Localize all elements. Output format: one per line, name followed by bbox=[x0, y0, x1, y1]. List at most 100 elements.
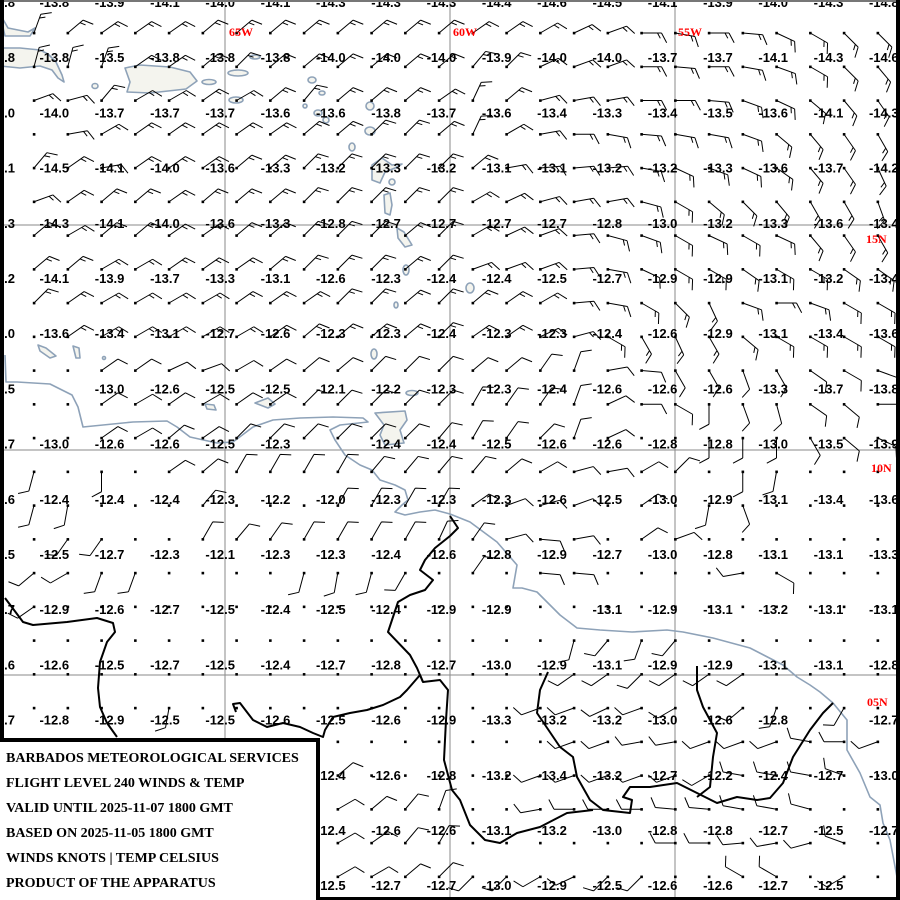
wind-barb bbox=[437, 153, 464, 170]
calm-station-dot bbox=[809, 571, 812, 575]
station-dot bbox=[674, 875, 677, 879]
wind-barb bbox=[91, 470, 103, 498]
wind-barb bbox=[809, 166, 824, 194]
barb-staff bbox=[236, 90, 264, 101]
temperature-value: -13.5 bbox=[814, 437, 844, 452]
wind-barb bbox=[404, 423, 431, 440]
temperature-value: -13.1 bbox=[869, 602, 899, 617]
barb-staff bbox=[708, 336, 720, 364]
barb-staff bbox=[580, 707, 608, 717]
wind-barb bbox=[572, 498, 602, 507]
wind-barb bbox=[269, 19, 296, 35]
wind-barb bbox=[719, 761, 745, 777]
station-dot bbox=[235, 605, 238, 609]
barb-staff bbox=[303, 19, 330, 34]
wind-barb bbox=[850, 740, 880, 750]
barb-staff bbox=[876, 201, 886, 230]
wind-barb bbox=[547, 673, 576, 687]
barb-staff bbox=[823, 757, 845, 776]
temperature-value: -12.7 bbox=[758, 823, 788, 838]
barb-staff bbox=[154, 707, 170, 732]
island bbox=[227, 69, 249, 77]
station-dot bbox=[640, 706, 643, 710]
station-dot bbox=[32, 436, 36, 440]
barb-staff bbox=[810, 302, 832, 321]
station-dot bbox=[201, 538, 205, 541]
barb-staff bbox=[699, 438, 710, 464]
barb-staff bbox=[337, 120, 364, 135]
wind-barb bbox=[842, 301, 862, 325]
barb-staff bbox=[337, 220, 363, 236]
temperature-value: -13.1 bbox=[758, 657, 788, 672]
temperature-value: -12.6 bbox=[371, 768, 401, 783]
barbados bbox=[465, 282, 475, 294]
barb-staff bbox=[303, 389, 329, 405]
temperature-value: -12.4 bbox=[482, 271, 512, 286]
wind-barb bbox=[876, 166, 887, 196]
barb-staff bbox=[404, 487, 427, 506]
calm-station-dot bbox=[842, 605, 846, 609]
station-dot bbox=[235, 639, 238, 642]
station-dot bbox=[404, 166, 407, 170]
wind-barb bbox=[651, 639, 677, 657]
barb-staff bbox=[641, 66, 668, 77]
barb-staff bbox=[134, 156, 162, 169]
units-line: WINDS KNOTS | TEMP CELSIUS bbox=[6, 851, 219, 866]
wind-barb bbox=[809, 301, 832, 321]
wind-barb bbox=[302, 254, 329, 271]
temperature-value: -14.1 bbox=[648, 0, 678, 10]
temperature-value: -12.9 bbox=[703, 657, 733, 672]
wind-barb bbox=[437, 220, 464, 237]
wind-barb bbox=[640, 301, 660, 325]
barb-staff bbox=[682, 775, 710, 786]
temperature-value: -13.0 bbox=[95, 381, 125, 396]
temperature-value: -13.7 bbox=[150, 271, 180, 286]
wind-barb bbox=[775, 335, 795, 358]
barb-staff bbox=[67, 225, 95, 236]
wind-barb bbox=[682, 774, 711, 786]
temperature-value: -12.4 bbox=[371, 437, 401, 452]
barb-staff bbox=[303, 357, 330, 371]
station-dot bbox=[606, 706, 610, 710]
barb-staff bbox=[202, 19, 229, 34]
barb-staff bbox=[877, 302, 896, 325]
barb-staff bbox=[506, 324, 533, 338]
barb-staff bbox=[371, 323, 398, 338]
station-dot bbox=[572, 706, 576, 710]
station-dot bbox=[404, 538, 407, 541]
barb-staff bbox=[33, 44, 51, 67]
temperature-value: -12.8 bbox=[648, 823, 678, 838]
station-dot bbox=[100, 673, 103, 676]
curacao bbox=[37, 344, 57, 359]
temperature-value: .3 bbox=[4, 216, 15, 231]
station-dot bbox=[269, 706, 272, 710]
wind-barb bbox=[707, 99, 734, 113]
station-dot bbox=[707, 571, 711, 575]
station-dot bbox=[572, 436, 576, 440]
temperature-value: -14.4 bbox=[482, 0, 512, 10]
temperature-value: -12.5 bbox=[261, 381, 291, 396]
wind-barb bbox=[707, 200, 725, 226]
station-dot bbox=[471, 571, 475, 575]
barb-staff bbox=[513, 876, 541, 888]
temperature-value: -14.3 bbox=[814, 0, 844, 10]
calm-station-dot bbox=[370, 740, 373, 744]
barb-staff bbox=[675, 167, 695, 188]
station-dot bbox=[707, 605, 711, 609]
barb-staff bbox=[573, 96, 601, 107]
barb-staff bbox=[843, 302, 862, 325]
station-dot bbox=[235, 504, 238, 507]
barb-staff bbox=[101, 123, 129, 135]
station-dot bbox=[809, 470, 812, 474]
calm-station-dot bbox=[437, 706, 441, 710]
barb-staff bbox=[506, 226, 534, 236]
station-dot bbox=[572, 740, 576, 744]
barb-staff bbox=[168, 90, 196, 101]
barb-staff bbox=[404, 389, 431, 405]
temperature-value: -13.6 bbox=[482, 105, 512, 120]
barb-staff bbox=[236, 122, 263, 135]
temperature-value: -12.6 bbox=[95, 602, 125, 617]
station-dot bbox=[269, 504, 272, 507]
station-dot bbox=[539, 403, 542, 406]
title-block: BARBADOS METEOROLOGICAL SERVICES FLIGHT … bbox=[0, 738, 320, 900]
